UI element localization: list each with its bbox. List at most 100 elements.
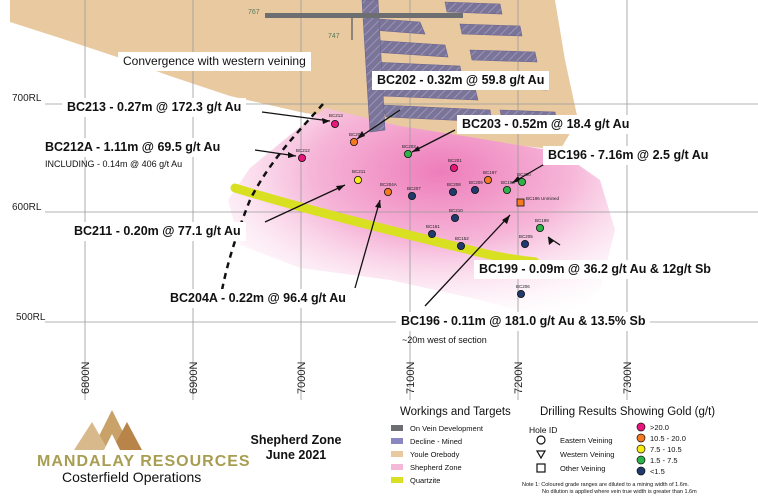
hole-label: BC208	[447, 182, 461, 187]
rl-label-700: 700RL	[12, 93, 42, 104]
hole-bc198	[502, 185, 511, 194]
legend-note-2: No dilution is applied where vein true w…	[542, 489, 697, 495]
quartzite-band	[230, 183, 540, 267]
grade-range-4: 1.5 - 7.5	[650, 456, 678, 465]
grade-swatch-3	[636, 444, 646, 454]
hole-bc209	[470, 185, 479, 194]
hole-bc210	[450, 213, 459, 222]
drill-holes	[297, 120, 545, 298]
hole-bc196-unmined	[516, 198, 525, 207]
hole-bc211	[353, 175, 362, 184]
leader-bc196b	[424, 214, 511, 307]
hole-label: BC196 Unmined	[526, 196, 560, 201]
hole-bc204a	[383, 187, 392, 196]
callout-bc202: BC202 - 0.32m @ 59.8 g/t Au	[372, 71, 550, 90]
symbol-eastern	[536, 435, 546, 445]
on-vein-development	[265, 13, 463, 18]
hole-label: BC207	[407, 186, 421, 191]
leader-bc204a	[354, 199, 381, 289]
hole-label: BC201	[448, 158, 462, 163]
hole-id-heading: Hole ID	[529, 425, 558, 435]
rl-label-500: 500RL	[16, 312, 46, 323]
grade-range-2: 10.5 - 20.0	[650, 434, 686, 443]
hole-label: BC202	[349, 132, 363, 137]
callout-bc199: BC199 - 0.09m @ 36.2 g/t Au & 12g/t Sb	[474, 260, 716, 279]
symbol-western	[535, 450, 547, 460]
grade-range-5: <1.5	[650, 467, 665, 476]
easting-label-6900: 6900N	[188, 361, 200, 394]
legend-on-vein: On Vein Development	[410, 424, 483, 433]
hole-id-labels: BC213 BC202 BC212 BC203 BC211 BC204A BC2…	[296, 113, 560, 289]
hole-bc208	[448, 187, 457, 196]
grade-swatch-1	[636, 422, 646, 432]
leader-bc202	[356, 109, 401, 140]
grade-range-1: >20.0	[650, 423, 669, 432]
callout-bc204a: BC204A - 0.22m @ 96.4 g/t Au	[165, 289, 351, 308]
easting-label-7100: 7100N	[405, 361, 417, 394]
easting-label-7200: 7200N	[513, 361, 525, 394]
map-date: June 2021	[265, 448, 327, 462]
hole-label: BC203	[402, 144, 416, 149]
legend-note-1: Note 1: Coloured grade ranges are dilute…	[522, 482, 689, 488]
section-drawing: BC213 BC202 BC212 BC203 BC211 BC204A BC2…	[10, 0, 758, 400]
callout-bc212a-including: INCLUDING - 0.14m @ 406 g/t Au	[45, 159, 183, 169]
legend-graphics	[74, 410, 646, 483]
legend-decline: Decline - Mined	[410, 437, 463, 446]
grade-swatch-2	[636, 433, 646, 443]
map-title: Shepherd Zone	[250, 433, 342, 447]
swatch-shepherd	[391, 464, 403, 470]
grade-swatch-4	[636, 455, 646, 465]
hole-label: BC211	[352, 169, 366, 174]
callout-bc196-lower-note: ~20m west of section	[402, 335, 487, 345]
callout-bc196-upper: BC196 - 7.16m @ 2.5 g/t Au	[543, 146, 714, 165]
callout-bc203: BC203 - 0.52m @ 18.4 g/t Au	[457, 115, 635, 134]
hole-bc207	[407, 191, 416, 200]
company-name: MANDALAY RESOURCES	[37, 453, 251, 470]
legend-western: Western Veining	[560, 450, 615, 459]
grade-swatch-5	[636, 466, 646, 476]
hole-bc201	[449, 163, 458, 172]
workings-heading: Workings and Targets	[400, 406, 511, 418]
legend-quartzite: Quartzite	[410, 476, 441, 485]
grade-range-3: 7.5 - 10.5	[650, 445, 682, 454]
hole-label: BC200	[517, 172, 531, 177]
swatch-quartzite	[391, 477, 403, 483]
leader-bc203	[411, 129, 456, 153]
legend-eastern: Eastern Veining	[560, 436, 613, 445]
swatch-on-vein	[391, 425, 403, 431]
callout-bc211: BC211 - 0.20m @ 77.1 g/t Au	[69, 222, 246, 241]
hole-bc161	[427, 229, 436, 238]
level-label-767: 767	[248, 9, 260, 16]
hole-bc202	[349, 137, 358, 146]
legend-youle: Youle Orebody	[410, 450, 460, 459]
company-subtitle: Costerfield Operations	[62, 469, 202, 485]
hole-bc213	[330, 120, 339, 129]
level-label-747: 747	[328, 33, 340, 40]
hole-label: BC197	[483, 170, 497, 175]
hole-label: BC198	[501, 180, 515, 185]
leader-bc211	[264, 184, 346, 223]
swatch-youle	[391, 451, 403, 457]
cross-section-map: BC213 BC202 BC212 BC203 BC211 BC204A BC2…	[10, 0, 758, 400]
drilling-heading: Drilling Results Showing Gold (g/t)	[540, 406, 716, 418]
hole-label: BC152	[455, 236, 469, 241]
legend-other: Other Veining	[560, 464, 606, 473]
hole-bc200	[518, 177, 527, 186]
leader-bc213	[261, 111, 331, 122]
mandalay-logo-mark	[74, 410, 142, 450]
hole-label: BC212	[296, 148, 310, 153]
hole-label: BC210	[449, 208, 463, 213]
easting-label-7000: 7000N	[296, 361, 308, 394]
easting-label-7300: 7300N	[622, 361, 634, 394]
easting-gridlines	[84, 0, 628, 400]
hole-bc206	[517, 289, 526, 298]
hole-label: BC206	[516, 284, 530, 289]
hole-label: BC205	[519, 234, 533, 239]
hole-label: BC199	[535, 218, 549, 223]
hole-bc205	[521, 239, 530, 248]
easting-label-6800: 6800N	[80, 361, 92, 394]
legend-shepherd: Shepherd Zone	[410, 463, 462, 472]
symbol-other	[536, 463, 546, 473]
hole-label: BC209	[469, 180, 483, 185]
callout-bc196-lower: BC196 - 0.11m @ 181.0 g/t Au & 13.5% Sb	[396, 312, 651, 331]
